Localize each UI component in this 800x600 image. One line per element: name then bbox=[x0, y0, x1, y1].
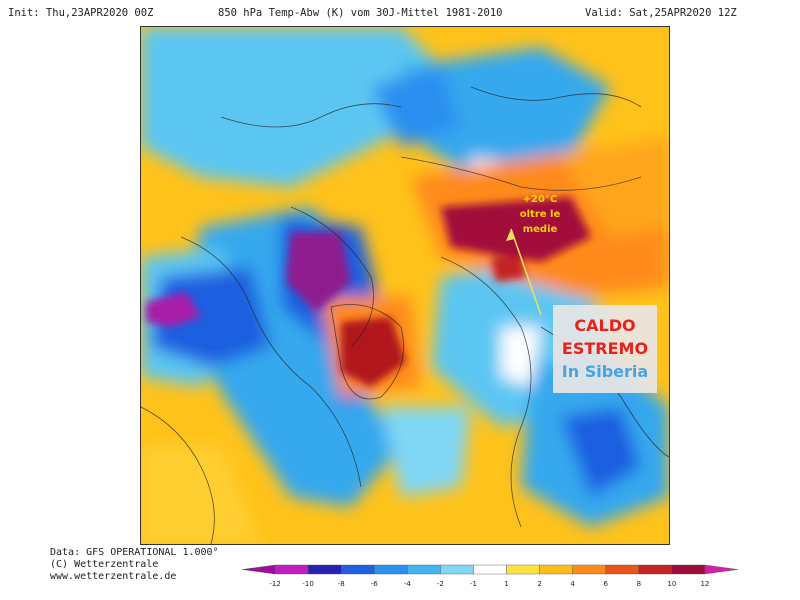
color-scale-swatch bbox=[539, 564, 573, 575]
temperature-annotation: +20°C oltre le medie bbox=[505, 192, 575, 237]
color-scale-tick-label: 4 bbox=[570, 580, 575, 588]
color-scale-legend: -12 -10 -8 -6 -4 -2 -1 1 2 4 6 8 10 12 bbox=[230, 561, 750, 591]
color-scale-tick-label: 1 bbox=[504, 580, 508, 588]
color-scale-swatch bbox=[407, 564, 441, 575]
data-source-url: www.wetterzentrale.de bbox=[50, 571, 177, 582]
color-scale-swatch bbox=[340, 564, 375, 575]
valid-time: Valid: Sat,25APR2020 12Z bbox=[585, 7, 737, 19]
color-scale-tick-label: -8 bbox=[338, 580, 345, 588]
color-scale-swatch bbox=[307, 564, 342, 575]
color-scale-swatch bbox=[638, 564, 673, 575]
caldo-annotation-line2: ESTREMO bbox=[561, 339, 649, 358]
color-scale-tick-label: -4 bbox=[404, 580, 412, 588]
data-source: Data: GFS OPERATIONAL 1.000° (C) Wetterz… bbox=[50, 547, 219, 583]
color-scale-swatch bbox=[704, 564, 739, 575]
color-scale-tick-label: -1 bbox=[470, 580, 477, 588]
temp-annotation-line1: +20°C bbox=[522, 194, 558, 205]
color-scale-tick-label: -10 bbox=[302, 580, 313, 588]
color-scale-swatch bbox=[440, 564, 474, 575]
annotation-arrow bbox=[510, 228, 542, 316]
color-scale-tick-label: -6 bbox=[371, 580, 379, 588]
color-scale-bar: -12 -10 -8 -6 -4 -2 -1 1 2 4 6 8 10 12 bbox=[241, 564, 739, 588]
map-canvas bbox=[141, 27, 669, 544]
caldo-annotation-line3: In Siberia bbox=[561, 362, 649, 381]
color-scale-swatch bbox=[473, 564, 507, 575]
color-scale-tick-label: -12 bbox=[269, 580, 280, 588]
color-scale-swatch bbox=[241, 564, 276, 575]
color-scale-swatch bbox=[374, 564, 408, 575]
data-source-line1: Data: GFS OPERATIONAL 1.000° bbox=[50, 547, 219, 558]
map-title: 850 hPa Temp-Abw (K) vom 30J-Mittel 1981… bbox=[218, 7, 503, 19]
temp-annotation-line3: medie bbox=[522, 224, 558, 235]
color-scale-tick-label: -2 bbox=[437, 580, 444, 588]
temp-annotation-line2: oltre le bbox=[519, 209, 561, 220]
color-scale-swatch bbox=[605, 564, 640, 575]
caldo-annotation-line1: CALDO bbox=[574, 316, 636, 335]
color-scale-swatch bbox=[572, 564, 606, 575]
color-scale-tick-label: 8 bbox=[637, 580, 641, 588]
color-scale-tick-label: 2 bbox=[537, 580, 541, 588]
color-scale-swatch bbox=[671, 564, 706, 575]
color-scale-tick-label: 12 bbox=[700, 580, 709, 588]
color-scale-swatch bbox=[506, 564, 540, 575]
data-source-line2: (C) Wetterzentrale bbox=[50, 559, 159, 570]
caldo-annotation-box bbox=[553, 305, 657, 393]
temperature-anomaly-map bbox=[140, 26, 670, 545]
color-scale-tick-label: 6 bbox=[603, 580, 608, 588]
init-time: Init: Thu,23APR2020 00Z bbox=[8, 7, 154, 19]
color-scale-swatch bbox=[274, 564, 309, 575]
map-header: Init: Thu,23APR2020 00Z 850 hPa Temp-Abw… bbox=[0, 0, 800, 26]
caldo-annotation: CALDO ESTREMO In Siberia bbox=[553, 314, 657, 383]
color-scale-tick-label: 10 bbox=[667, 580, 676, 588]
